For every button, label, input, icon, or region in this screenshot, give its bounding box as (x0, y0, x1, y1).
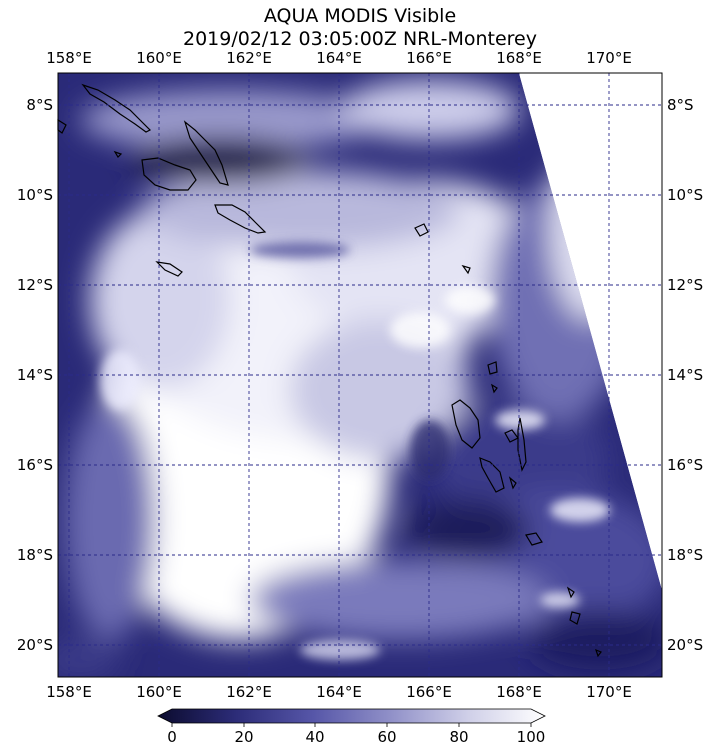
lon-tick-label: 166°E (406, 49, 452, 67)
colorbar-tick-label: 20 (234, 728, 253, 746)
lon-labels-top: 158°E 160°E 162°E 164°E 166°E 168°E 170°… (46, 49, 632, 67)
colorbar-tick-label: 80 (449, 728, 468, 746)
colorbar-tick-label: 60 (377, 728, 396, 746)
gridlines (58, 73, 662, 677)
lon-tick-label: 168°E (496, 683, 542, 701)
lon-tick-label: 160°E (136, 49, 182, 67)
lat-tick-label: 12°S (17, 276, 53, 294)
lon-labels-bottom: 158°E 160°E 162°E 164°E 166°E 168°E 170°… (46, 683, 632, 701)
lat-tick-label: 16°S (17, 456, 53, 474)
title-line-1: AQUA MODIS Visible (263, 5, 457, 27)
colorbar-tick-label: 0 (167, 728, 177, 746)
lat-tick-label: 8°S (667, 96, 694, 114)
lon-tick-label: 160°E (136, 683, 182, 701)
lat-tick-label: 20°S (17, 636, 53, 654)
lon-tick-label: 168°E (496, 49, 542, 67)
colorbar: 0 20 40 60 80 100 (157, 708, 546, 746)
lat-tick-label: 18°S (667, 546, 703, 564)
lon-tick-label: 166°E (406, 683, 452, 701)
map-frame (57, 72, 663, 678)
lat-tick-label: 10°S (667, 186, 703, 204)
colorbar-bar (157, 708, 546, 724)
lat-tick-label: 14°S (667, 366, 703, 384)
lat-tick-label: 14°S (17, 366, 53, 384)
lon-tick-label: 162°E (226, 683, 272, 701)
colorbar-tick-label: 40 (305, 728, 324, 746)
lon-tick-label: 158°E (46, 49, 92, 67)
title-line-2: 2019/02/12 03:05:00Z NRL-Monterey (183, 28, 537, 50)
lat-labels-left: 8°S 10°S 12°S 14°S 16°S 18°S 20°S (17, 96, 53, 654)
no-data-region (519, 73, 662, 590)
lat-tick-label: 10°S (17, 186, 53, 204)
lat-tick-label: 20°S (667, 636, 703, 654)
colorbar-tick-label: 100 (517, 728, 546, 746)
lon-tick-label: 164°E (316, 49, 362, 67)
lat-tick-label: 12°S (667, 276, 703, 294)
lon-tick-label: 158°E (46, 683, 92, 701)
coastlines (57, 83, 602, 658)
lat-tick-label: 16°S (667, 456, 703, 474)
lat-labels-right: 8°S 10°S 12°S 14°S 16°S 18°S 20°S (667, 96, 703, 654)
lat-tick-label: 18°S (17, 546, 53, 564)
lon-tick-label: 162°E (226, 49, 272, 67)
lon-tick-label: 170°E (586, 49, 632, 67)
lon-tick-label: 170°E (586, 683, 632, 701)
lon-tick-label: 164°E (316, 683, 362, 701)
lat-tick-label: 8°S (26, 96, 53, 114)
